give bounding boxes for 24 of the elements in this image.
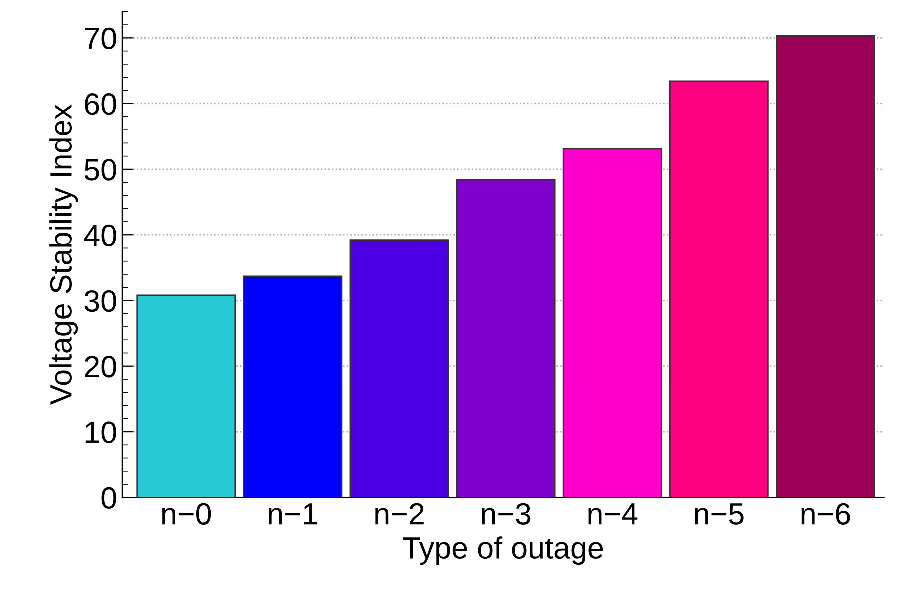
x-tick-label: n−4 xyxy=(588,504,638,525)
y-tick-label: 20 xyxy=(85,356,116,378)
x-tick-label: n−1 xyxy=(269,504,318,525)
x-tick-label: n−6 xyxy=(802,503,850,525)
bar xyxy=(669,80,769,498)
y-tick-label: 40 xyxy=(84,224,116,246)
bar xyxy=(136,294,236,498)
y-tick-label: 60 xyxy=(85,94,116,116)
y-tick-label: 30 xyxy=(84,290,116,312)
bar xyxy=(562,148,662,498)
y-tick-label: 70 xyxy=(85,28,116,50)
y-tick-label: 0 xyxy=(102,487,116,510)
x-tick-label: n−3 xyxy=(482,503,531,525)
y-tick-label: 50 xyxy=(84,159,116,181)
bar xyxy=(350,240,450,498)
x-tick-label: n−0 xyxy=(162,503,212,525)
bar xyxy=(776,36,876,498)
y-axis-title: Voltage Stability Index xyxy=(50,104,78,405)
bar xyxy=(243,276,343,498)
y-tick-label: 10 xyxy=(86,422,116,444)
x-tick-label: n−5 xyxy=(695,504,744,525)
x-axis-title: Type of outage xyxy=(403,536,604,566)
bar xyxy=(456,179,556,498)
x-tick-label: n−2 xyxy=(376,503,424,525)
